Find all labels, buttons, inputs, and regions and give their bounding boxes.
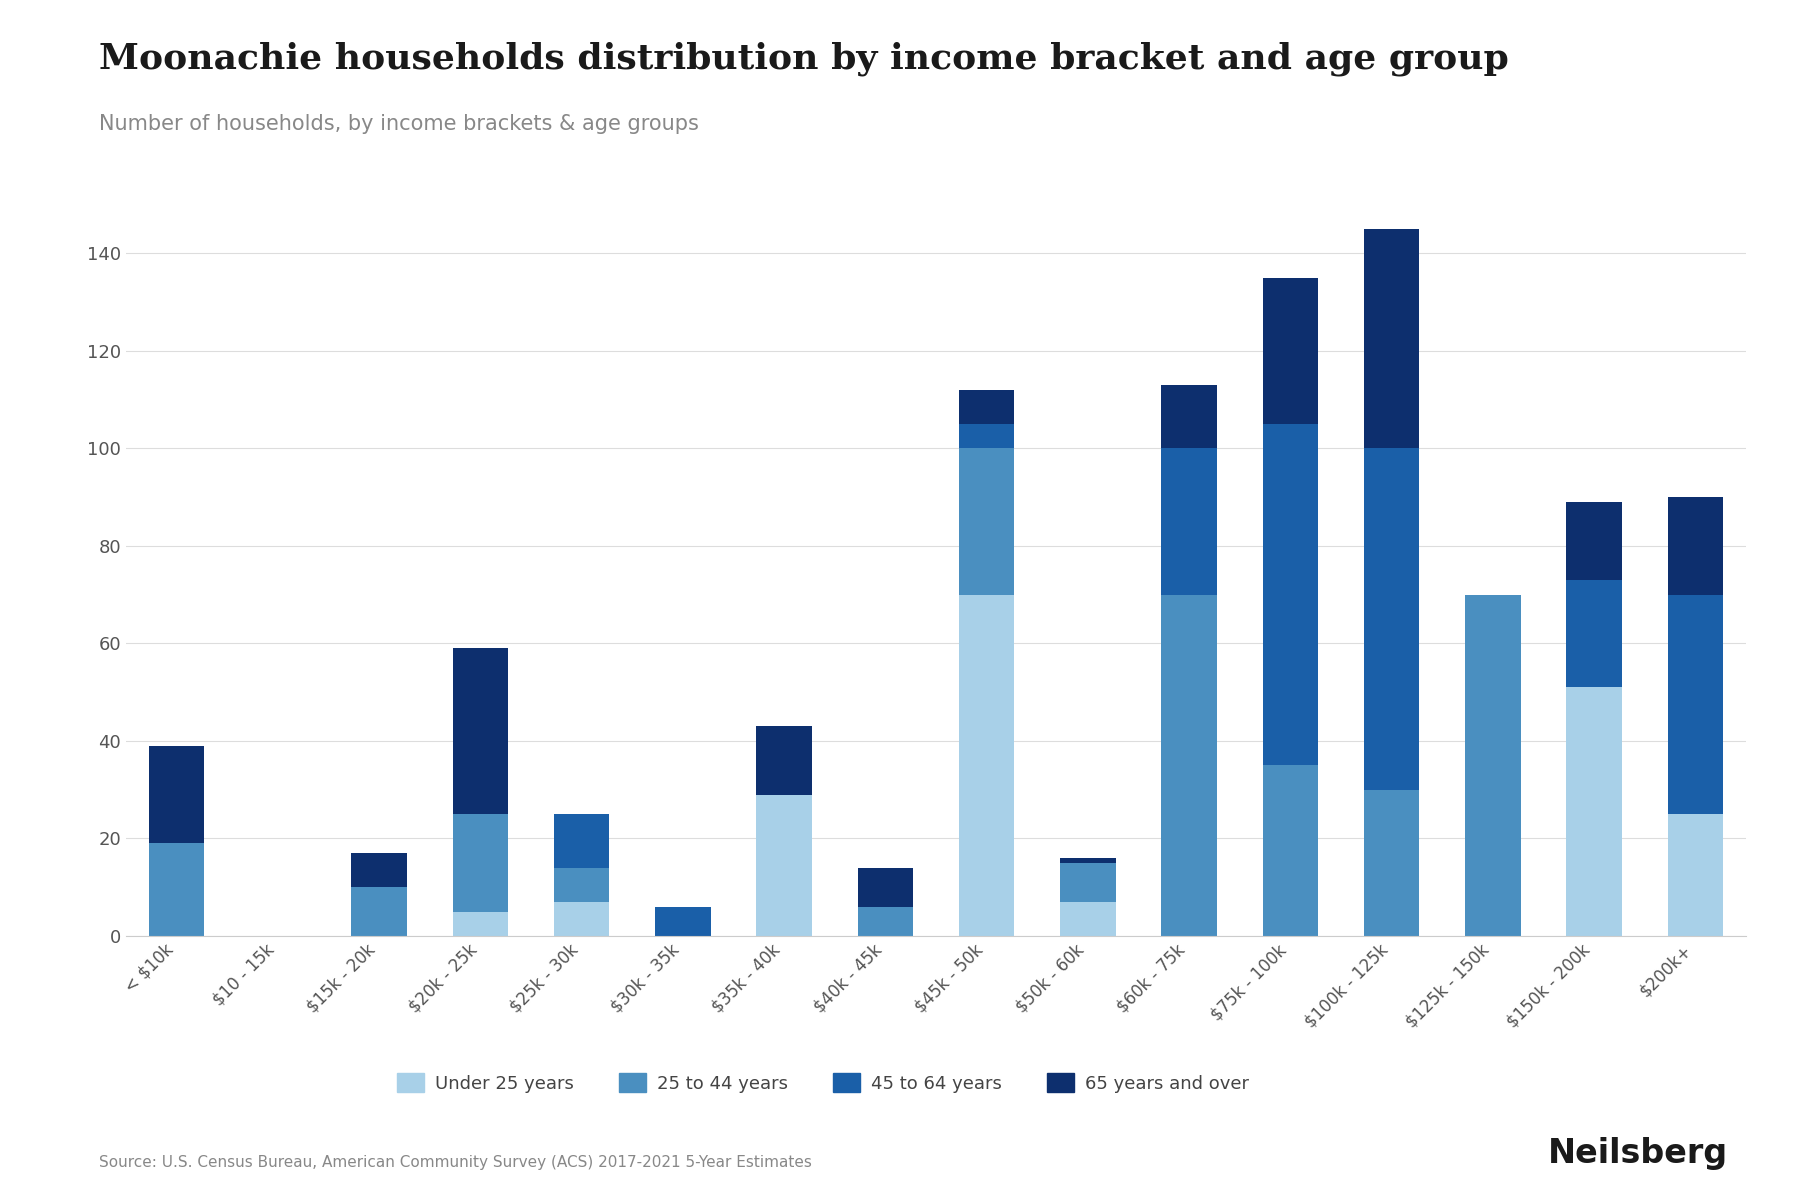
Bar xyxy=(1060,858,1116,863)
Text: Source: U.S. Census Bureau, American Community Survey (ACS) 2017-2021 5-Year Est: Source: U.S. Census Bureau, American Com… xyxy=(99,1154,812,1170)
Bar xyxy=(1566,688,1622,936)
Bar xyxy=(756,794,812,936)
Bar xyxy=(1364,449,1420,790)
Bar xyxy=(1566,580,1622,688)
Bar xyxy=(1667,497,1723,594)
Bar xyxy=(1262,766,1318,936)
Bar xyxy=(959,390,1015,424)
Bar xyxy=(1667,814,1723,936)
Bar xyxy=(554,814,610,868)
Bar xyxy=(655,907,711,936)
Bar xyxy=(857,907,913,936)
Bar xyxy=(959,594,1015,936)
Bar xyxy=(554,868,610,902)
Text: Moonachie households distribution by income bracket and age group: Moonachie households distribution by inc… xyxy=(99,42,1508,77)
Bar xyxy=(857,868,913,907)
Bar xyxy=(1060,863,1116,902)
Bar xyxy=(351,887,407,936)
Bar xyxy=(351,853,407,887)
Text: Number of households, by income brackets & age groups: Number of households, by income brackets… xyxy=(99,114,698,134)
Text: Neilsberg: Neilsberg xyxy=(1548,1138,1728,1170)
Bar xyxy=(452,648,508,814)
Bar xyxy=(1364,229,1420,449)
Bar xyxy=(1161,385,1217,449)
Bar xyxy=(1364,790,1420,936)
Bar xyxy=(959,424,1015,449)
Bar xyxy=(1262,424,1318,766)
Bar xyxy=(1465,594,1521,936)
Legend: Under 25 years, 25 to 44 years, 45 to 64 years, 65 years and over: Under 25 years, 25 to 44 years, 45 to 64… xyxy=(389,1066,1256,1099)
Bar xyxy=(1667,594,1723,814)
Bar xyxy=(452,814,508,912)
Bar xyxy=(1262,277,1318,424)
Bar xyxy=(452,912,508,936)
Bar xyxy=(1566,502,1622,580)
Bar xyxy=(1060,902,1116,936)
Bar xyxy=(959,449,1015,594)
Bar xyxy=(149,745,205,844)
Bar xyxy=(756,726,812,794)
Bar xyxy=(149,844,205,936)
Bar xyxy=(1161,449,1217,594)
Bar xyxy=(1161,594,1217,936)
Bar xyxy=(554,902,610,936)
